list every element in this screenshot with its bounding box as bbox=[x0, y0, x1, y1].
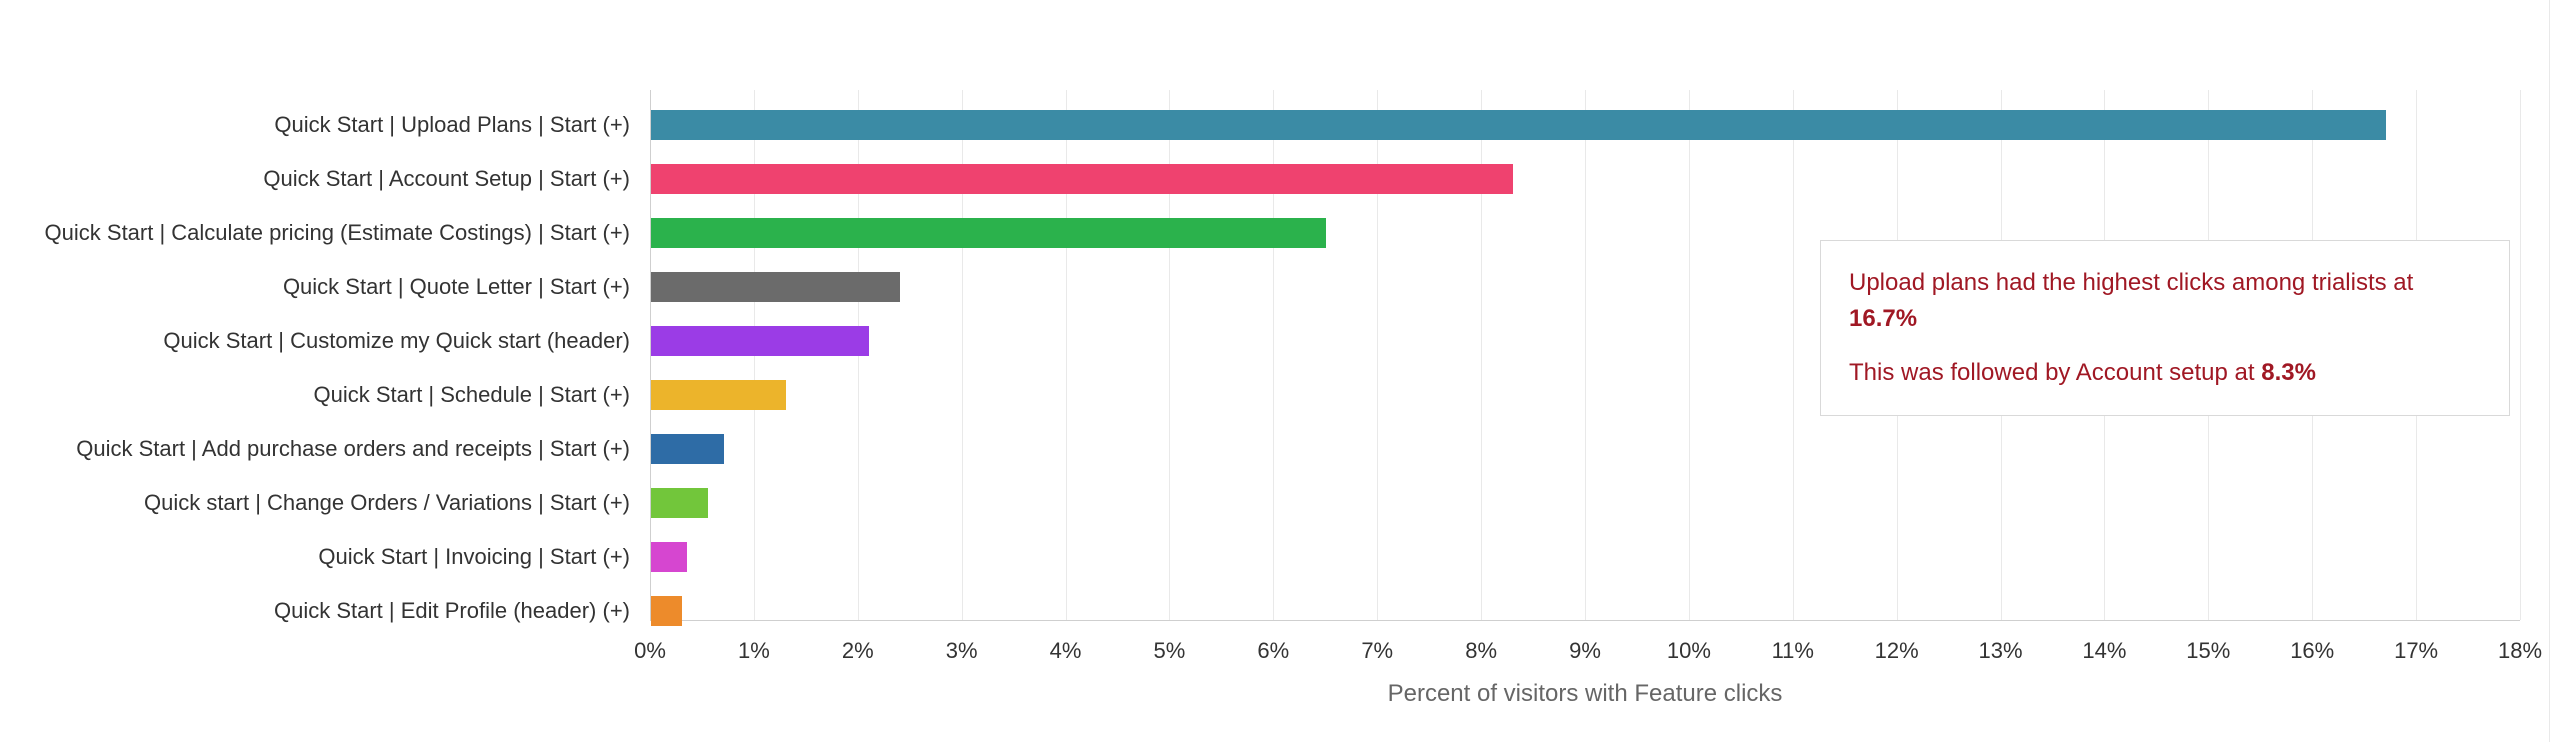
x-tick-label: 15% bbox=[2186, 620, 2230, 664]
callout-emphasis: 16.7% bbox=[1849, 305, 1917, 332]
x-tick-label: 7% bbox=[1361, 620, 1393, 664]
y-tick-label: Quick Start | Add purchase orders and re… bbox=[0, 436, 630, 462]
callout-spacer bbox=[1849, 337, 2481, 355]
gridline bbox=[2520, 90, 2521, 620]
y-tick-label: Quick Start | Upload Plans | Start (+) bbox=[0, 112, 630, 138]
gridline bbox=[1793, 90, 1794, 620]
x-tick-label: 16% bbox=[2290, 620, 2334, 664]
x-tick-label: 14% bbox=[2082, 620, 2126, 664]
callout-line-1: Upload plans had the highest clicks amon… bbox=[1849, 265, 2481, 337]
bar bbox=[651, 326, 869, 356]
bar bbox=[651, 542, 687, 572]
x-tick-label: 13% bbox=[1979, 620, 2023, 664]
callout-emphasis: 8.3% bbox=[2261, 359, 2316, 386]
x-tick-label: 11% bbox=[1772, 620, 1814, 664]
callout-text: This was followed by Account setup at bbox=[1849, 359, 2261, 386]
y-tick-label: Quick Start | Calculate pricing (Estimat… bbox=[0, 220, 630, 246]
insight-callout: Upload plans had the highest clicks amon… bbox=[1820, 240, 2510, 416]
bar bbox=[651, 488, 708, 518]
y-tick-label: Quick Start | Edit Profile (header) (+) bbox=[0, 598, 630, 624]
x-tick-label: 8% bbox=[1465, 620, 1497, 664]
y-tick-label: Quick Start | Account Setup | Start (+) bbox=[0, 166, 630, 192]
x-axis-title: Percent of visitors with Feature clicks bbox=[1388, 680, 1783, 708]
y-tick-label: Quick Start | Invoicing | Start (+) bbox=[0, 544, 630, 570]
y-tick-label: Quick Start | Quote Letter | Start (+) bbox=[0, 274, 630, 300]
y-tick-label: Quick Start | Schedule | Start (+) bbox=[0, 382, 630, 408]
feature-clicks-chart: Quick Start | Upload Plans | Start (+) Qu… bbox=[0, 0, 2561, 742]
x-tick-label: 0% bbox=[634, 620, 666, 664]
x-tick-label: 4% bbox=[1050, 620, 1082, 664]
x-tick-label: 17% bbox=[2394, 620, 2438, 664]
x-tick-label: 2% bbox=[842, 620, 874, 664]
callout-text: Upload plans had the highest clicks amon… bbox=[1849, 269, 2413, 296]
x-tick-label: 10% bbox=[1667, 620, 1711, 664]
x-tick-label: 18% bbox=[2498, 620, 2542, 664]
gridline bbox=[1689, 90, 1690, 620]
bar bbox=[651, 272, 900, 302]
panel-right-border bbox=[2549, 0, 2550, 742]
bar bbox=[651, 380, 786, 410]
gridline bbox=[1585, 90, 1586, 620]
y-tick-label: Quick Start | Customize my Quick start (… bbox=[0, 328, 630, 354]
x-tick-label: 9% bbox=[1569, 620, 1601, 664]
callout-line-2: This was followed by Account setup at 8.… bbox=[1849, 355, 2481, 391]
bar bbox=[651, 164, 1513, 194]
x-tick-label: 6% bbox=[1257, 620, 1289, 664]
bar bbox=[651, 218, 1326, 248]
x-tick-label: 12% bbox=[1875, 620, 1919, 664]
bar bbox=[651, 110, 2386, 140]
x-tick-label: 1% bbox=[738, 620, 770, 664]
y-tick-label: Quick start | Change Orders / Variations… bbox=[0, 490, 630, 516]
x-tick-label: 5% bbox=[1154, 620, 1186, 664]
x-tick-label: 3% bbox=[946, 620, 978, 664]
bar bbox=[651, 434, 724, 464]
